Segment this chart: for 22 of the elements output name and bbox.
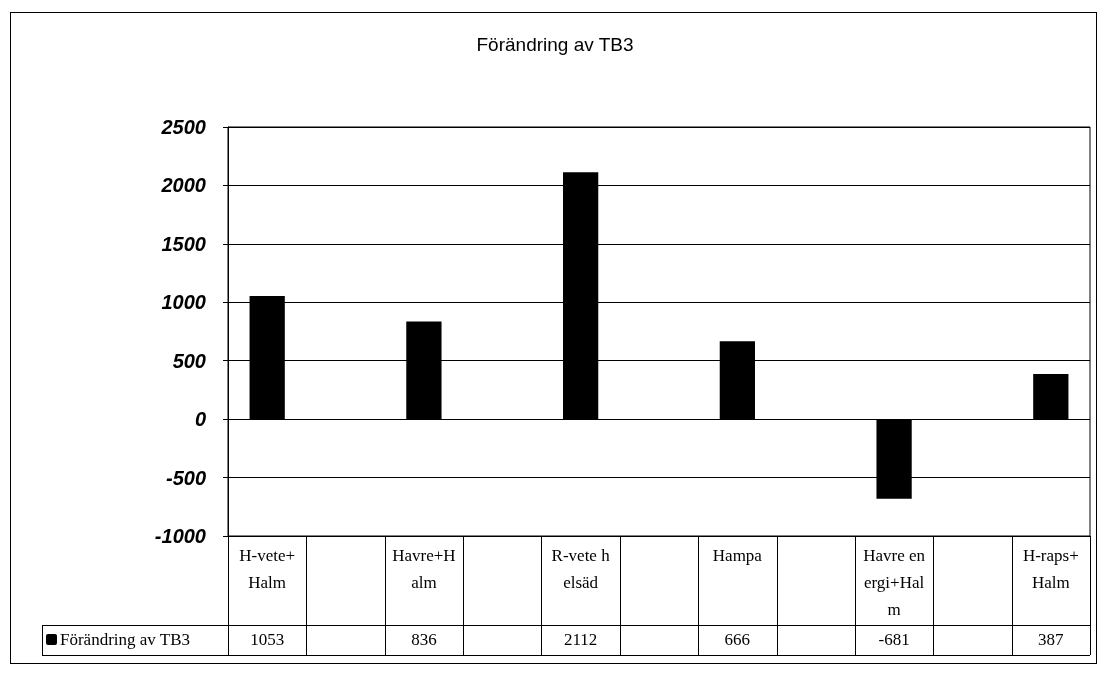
data-label: 836 <box>410 629 438 651</box>
data-label: 387 <box>1037 629 1065 651</box>
y-tick-label: 0 <box>194 408 206 431</box>
x-tick-label: Havre energi+Halm <box>863 546 926 619</box>
x-tick-label: H-vete+Halm <box>239 546 296 592</box>
data-label: 2112 <box>562 629 599 651</box>
y-tick-label: 1000 <box>161 291 206 314</box>
y-tick-label: 1500 <box>161 232 206 255</box>
y-tick-label: -1000 <box>154 525 206 547</box>
data-label: -681 <box>877 629 911 651</box>
chart-title: Förändring av TB3 <box>476 34 634 55</box>
data-label: 666 <box>723 629 752 651</box>
x-tick-label: Havre+Halm <box>392 546 456 592</box>
y-tick-label: 2500 <box>160 116 206 138</box>
x-tick-label: Hampa <box>712 546 763 565</box>
y-tick-label: 2000 <box>160 174 206 197</box>
x-tick-label: H-raps+Halm <box>1022 546 1079 592</box>
x-tick-label: R-vete helsäd <box>551 546 611 592</box>
legend-label: Förändring av TB3 <box>60 629 191 651</box>
data-label: 1053 <box>249 629 286 651</box>
y-tick-label: -500 <box>165 466 206 489</box>
y-tick-label: 500 <box>172 349 206 372</box>
